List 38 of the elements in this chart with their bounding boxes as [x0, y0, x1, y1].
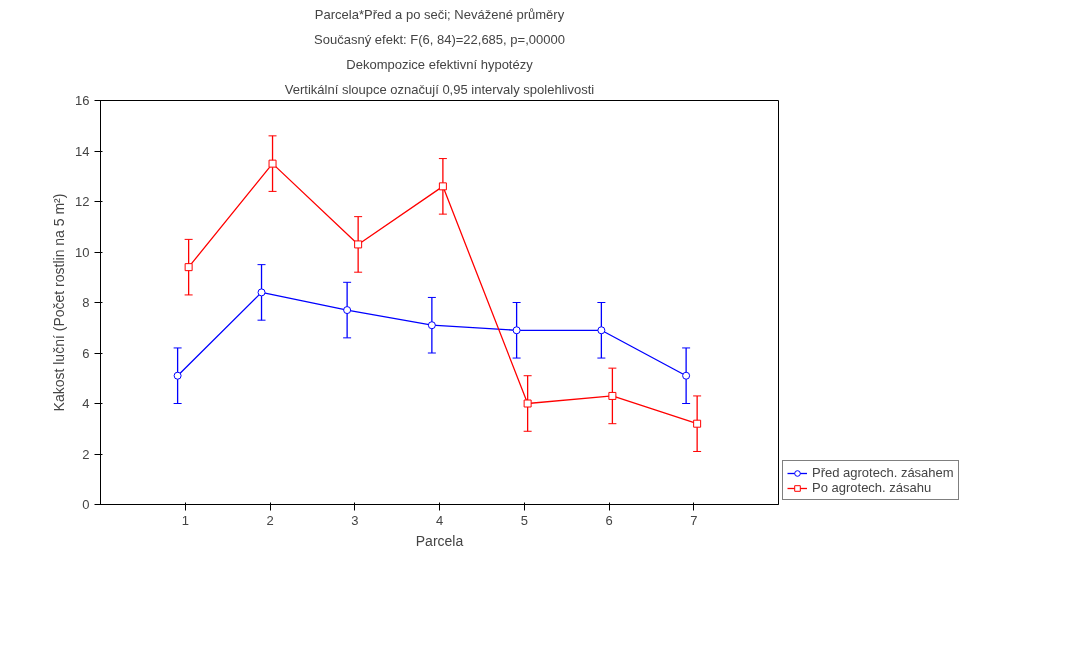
point: [354, 240, 363, 249]
x-tick-label: 4: [435, 512, 444, 528]
y-tick-label: 2: [82, 446, 90, 462]
point: [682, 371, 691, 380]
y-tick-label: 10: [75, 244, 90, 260]
point: [343, 306, 352, 315]
y-tick-label: 4: [82, 396, 90, 411]
y-tick-label: 6: [82, 345, 90, 361]
x-tick-label: 6: [605, 512, 613, 528]
point: [268, 159, 277, 168]
point: [257, 288, 266, 297]
x-axis-title: Parcela: [415, 532, 464, 549]
point: [438, 182, 447, 191]
point: [427, 321, 436, 330]
chart-title: Parcela*Před a po seči; Nevážené průměry: [314, 6, 565, 22]
point: [523, 399, 532, 408]
x-tick-label: 2: [266, 512, 274, 528]
text: Vertikální sloupce označují 0,95 intervaly spolehlivosti: [284, 81, 595, 97]
x-tick-label: 1: [181, 512, 189, 528]
y-tick-label: 8: [82, 295, 90, 310]
point: [512, 326, 521, 335]
point: [693, 419, 702, 428]
text: Dekompozice efektivní hypotézy: [346, 56, 534, 72]
chart-subtitle: Současný efekt: F(6, 84)=22,685, p=,00000: [314, 31, 565, 47]
legend-label: Po agrotech. zásahu: [812, 480, 932, 495]
x-tick-label: 5: [520, 512, 528, 528]
y-tick-label: 16: [75, 93, 90, 108]
point: [173, 371, 182, 380]
y-tick-label: 14: [75, 143, 90, 159]
x-tick-label: 7: [690, 512, 698, 528]
y-tick-label: 0: [82, 497, 90, 512]
point: [184, 263, 193, 272]
y-axis-title: Kakost luční (Počet rostlin na 5 m²): [51, 193, 68, 412]
legend-label: Před agrotech. zásahem: [812, 465, 954, 480]
y-tick-label: 12: [75, 194, 90, 209]
x-tick-label: 3: [351, 512, 359, 528]
point: [608, 391, 617, 400]
point: [597, 326, 606, 335]
